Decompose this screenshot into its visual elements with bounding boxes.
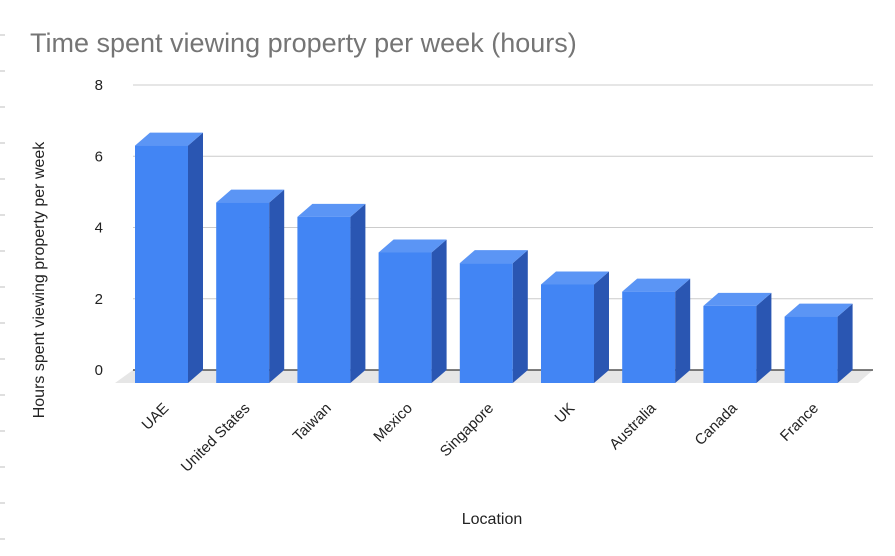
- bar: [378, 239, 447, 383]
- bar-side: [756, 292, 772, 383]
- chart-title: Time spent viewing property per week (ho…: [30, 28, 577, 58]
- bar-top: [459, 250, 528, 264]
- bar-side: [837, 303, 853, 383]
- bar: [135, 132, 203, 383]
- left-edge-marks: [0, 34, 5, 540]
- x-category-label: France: [777, 400, 822, 445]
- bar-front: [135, 145, 188, 383]
- bar-front: [784, 316, 838, 383]
- y-tick-label: 4: [95, 220, 103, 237]
- bar-side: [512, 250, 528, 383]
- x-category-label: UK: [552, 400, 579, 427]
- x-category-label: Mexico: [370, 400, 416, 446]
- bar-front: [216, 202, 270, 383]
- bar-front: [622, 291, 676, 383]
- bar-top: [135, 132, 203, 146]
- y-tick-label: 8: [95, 77, 103, 94]
- bar-top: [703, 292, 772, 306]
- bar-side: [594, 271, 609, 383]
- bars: [135, 132, 853, 383]
- bar: [541, 271, 609, 383]
- bar-top: [378, 239, 447, 253]
- bar-side: [350, 203, 366, 383]
- bar: [784, 303, 853, 383]
- y-tick-label: 0: [95, 362, 103, 379]
- x-category-label: Canada: [692, 399, 742, 449]
- bar-front: [541, 284, 594, 383]
- bar: [297, 203, 366, 383]
- bar-top: [784, 303, 853, 317]
- bar-top: [541, 271, 609, 285]
- bar: [459, 250, 528, 383]
- bar-front: [297, 216, 351, 383]
- bar: [703, 292, 772, 383]
- bar-front: [378, 252, 432, 383]
- x-category-label: Taiwan: [290, 400, 335, 445]
- bar-front: [703, 305, 757, 383]
- bar-side: [269, 189, 285, 383]
- bar-side: [188, 132, 203, 383]
- bar-side: [431, 239, 447, 383]
- y-axis-title: Hours spent viewing property per week: [31, 141, 48, 419]
- bar: [216, 189, 285, 383]
- x-axis-title: Location: [462, 511, 523, 528]
- y-tick-label: 6: [95, 148, 103, 165]
- x-category-label: Australia: [606, 399, 660, 453]
- y-tick-label: 2: [95, 291, 103, 308]
- x-category-label: Singapore: [437, 400, 497, 460]
- x-category-label: UAE: [138, 400, 172, 434]
- y-axis-ticks: 0 2 4 6 8: [95, 77, 103, 379]
- x-axis-category-labels: UAE United States Taiwan Mexico Singapore UK A…: [138, 399, 821, 475]
- bar-side: [675, 278, 691, 383]
- bar-top: [297, 203, 366, 217]
- bar-top: [216, 189, 285, 203]
- x-category-label: United States: [178, 400, 254, 476]
- bar: [622, 278, 691, 383]
- bar-top: [622, 278, 691, 292]
- bar-front: [459, 263, 513, 383]
